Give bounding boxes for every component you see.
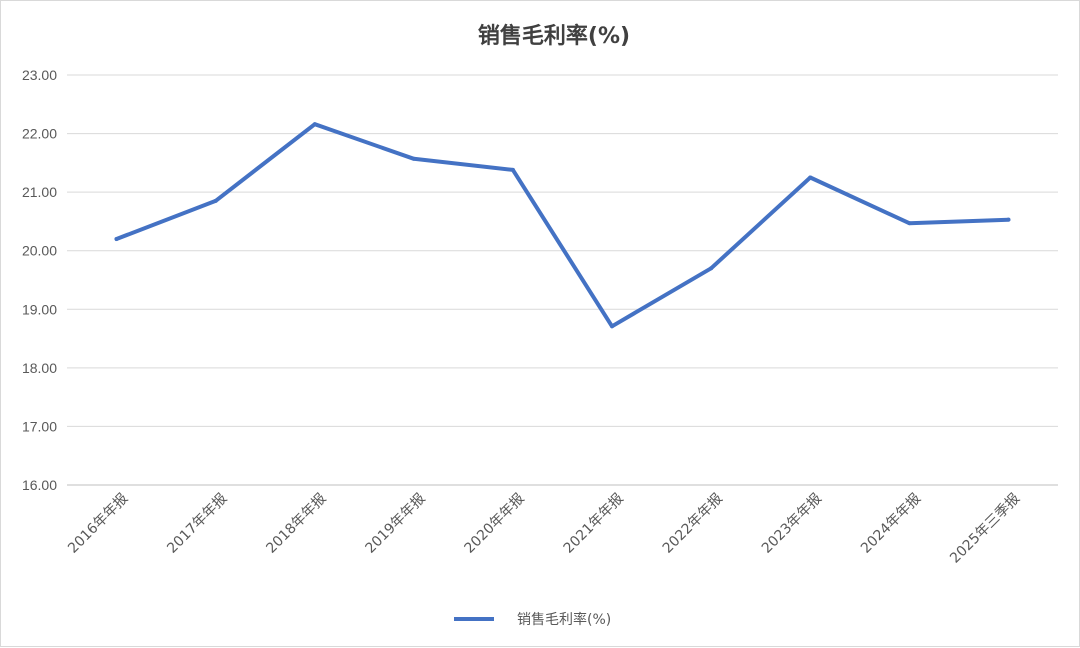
y-tick-label: 16.00	[22, 477, 57, 493]
y-tick-label: 23.00	[22, 67, 57, 83]
series-layer	[114, 122, 1011, 329]
y-tick-label: 21.00	[22, 184, 57, 200]
x-axis-tick-labels: 2016年年报 2017年年报 2018年年报 2019年年报 2020年年报 2021年…	[65, 491, 1023, 567]
data-point	[808, 175, 813, 180]
x-tick-label: 2022年年报	[660, 491, 726, 557]
chart-title: 销售毛利率(%)	[478, 23, 630, 49]
x-tick-label: 2021年年报	[561, 491, 627, 557]
x-tick-label: 2020年年报	[462, 491, 528, 557]
data-point	[1006, 217, 1011, 222]
x-tick-label: 2016年年报	[65, 491, 131, 557]
y-tick-label: 18.00	[22, 360, 57, 376]
data-point	[411, 156, 416, 161]
x-tick-label: 2023年年报	[759, 491, 825, 557]
data-point	[114, 237, 119, 241]
x-tick-label: 2019年年报	[362, 491, 428, 557]
y-tick-label: 19.00	[22, 301, 57, 317]
y-tick-label: 20.00	[22, 243, 57, 259]
series-line	[114, 122, 1011, 329]
y-axis-tick-labels: 16.00 17.00 18.00 19.00 20.00 21.00 22.00 23.00	[22, 67, 57, 493]
data-point	[312, 122, 317, 127]
legend-label: 销售毛利率(%)	[517, 611, 611, 628]
data-point	[510, 167, 515, 172]
data-point	[610, 324, 615, 329]
x-tick-label: 2017年年报	[164, 491, 230, 557]
y-tick-label: 17.00	[22, 418, 57, 434]
gridlines	[67, 74, 1058, 486]
data-point	[213, 198, 218, 203]
x-tick-label: 2024年年报	[858, 491, 924, 557]
data-point	[907, 221, 912, 226]
legend: 销售毛利率(%)	[454, 611, 611, 628]
data-point	[709, 266, 714, 271]
x-tick-label: 2025年三季报	[947, 491, 1023, 567]
x-tick-label: 2018年年报	[263, 491, 329, 557]
y-tick-label: 22.00	[22, 126, 57, 142]
